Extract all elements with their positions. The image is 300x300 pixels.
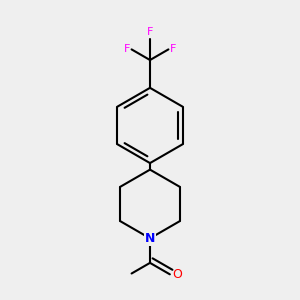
Text: F: F	[147, 27, 153, 37]
Text: O: O	[172, 268, 182, 281]
Text: N: N	[145, 232, 155, 245]
Text: F: F	[170, 44, 176, 54]
Text: F: F	[124, 44, 130, 54]
